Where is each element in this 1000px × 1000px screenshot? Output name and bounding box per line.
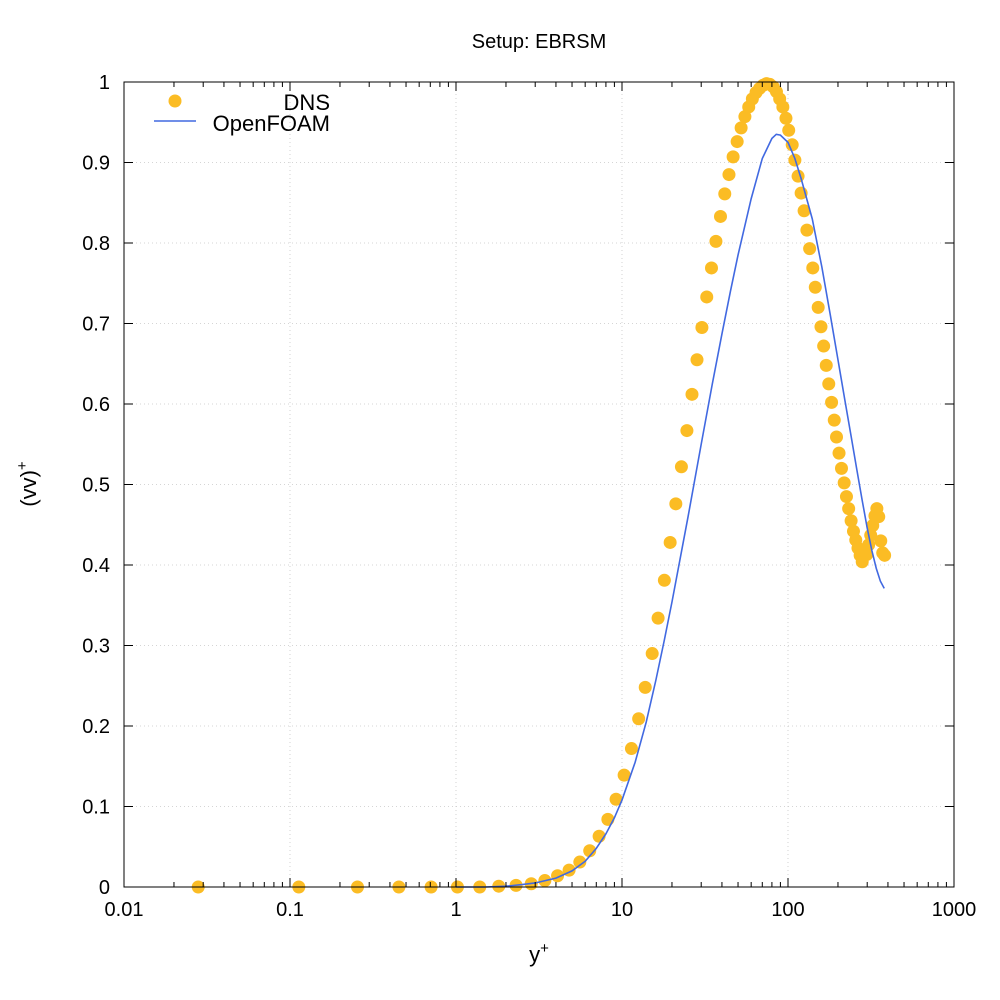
y-tick-label: 0.3 <box>82 636 110 658</box>
x-tick-label: 1000 <box>932 899 977 921</box>
axis-tick-labels: 0.01 0.1 1 10 100 1000 0 0.1 0.2 0.3 0.4 0.5 0.6 0.7 0… <box>82 72 976 921</box>
dns-point <box>680 424 694 438</box>
dns-point <box>638 680 652 694</box>
dns-point <box>819 358 833 372</box>
dns-point <box>713 209 727 223</box>
dns-point <box>779 111 793 125</box>
dns-point <box>776 100 790 114</box>
dns-point <box>800 223 814 237</box>
dns-point <box>808 280 822 294</box>
y-tick-label: 0.5 <box>82 475 110 497</box>
x-tick-label: 0.1 <box>276 899 304 921</box>
y-axis-title-sup: + <box>14 461 31 470</box>
dns-point <box>842 502 856 516</box>
dns-point <box>874 534 888 548</box>
x-tick-label: 0.01 <box>105 899 144 921</box>
dns-point <box>704 261 718 275</box>
dns-point <box>832 446 846 460</box>
dns-point <box>734 121 748 135</box>
dns-point <box>663 535 677 549</box>
dns-point <box>609 792 623 806</box>
dns-point <box>797 204 811 218</box>
dns-point <box>817 339 831 353</box>
y-tick-label: 0.9 <box>82 153 110 175</box>
dns-point <box>573 855 587 869</box>
dns-point <box>806 261 820 275</box>
series-openfoam-line <box>456 133 885 888</box>
dns-point <box>651 611 665 625</box>
y-tick-label: 0.4 <box>82 555 110 577</box>
dns-point <box>834 461 848 475</box>
dns-point <box>645 647 659 661</box>
dns-point <box>674 460 688 474</box>
dns-point <box>709 234 723 248</box>
series-layer <box>191 77 892 894</box>
y-tick-label: 1 <box>99 72 110 94</box>
dns-point <box>690 353 704 367</box>
y-tick-label: 0.6 <box>82 394 110 416</box>
x-tick-label: 1 <box>450 899 461 921</box>
dns-point <box>718 187 732 201</box>
dns-point <box>669 497 683 511</box>
dns-point <box>860 548 874 562</box>
dns-point <box>837 476 851 490</box>
legend-dns-label: DNS <box>284 90 330 115</box>
dns-point <box>601 812 615 826</box>
dns-point <box>827 413 841 427</box>
legend-openfoam-label: OpenFOAM <box>213 111 330 136</box>
y-tick-label: 0.1 <box>82 797 110 819</box>
dns-point <box>803 242 817 256</box>
dns-point <box>583 844 597 858</box>
y-tick-label: 0.7 <box>82 314 110 336</box>
dns-point <box>617 768 631 782</box>
y-tick-label: 0.2 <box>82 716 110 738</box>
dns-point <box>811 300 825 314</box>
dns-point <box>825 395 839 409</box>
y-axis-title: (vv)+ <box>14 461 41 507</box>
dns-point <box>726 150 740 164</box>
x-tick-label: 100 <box>771 899 804 921</box>
legend-dns-marker <box>168 94 182 108</box>
dns-point <box>878 548 892 562</box>
dns-point <box>785 138 799 152</box>
y-tick-label: 0 <box>99 877 110 899</box>
dns-point <box>791 169 805 183</box>
y-tick-label: 0.8 <box>82 233 110 255</box>
dns-point <box>657 573 671 587</box>
dns-point <box>685 387 699 401</box>
dns-point <box>822 377 836 391</box>
x-tick-label: 10 <box>611 899 633 921</box>
x-axis-title-main: y <box>529 942 540 967</box>
dns-point <box>830 430 844 444</box>
x-axis-title-sup: + <box>540 940 549 957</box>
chart-title: Setup: EBRSM <box>472 31 607 53</box>
dns-point <box>722 168 736 182</box>
dns-point <box>632 712 646 726</box>
axis-ticks <box>123 81 955 888</box>
dns-point <box>700 290 714 304</box>
dns-point <box>782 123 796 137</box>
dns-point <box>844 514 858 528</box>
x-axis-title: y+ <box>529 940 549 967</box>
dns-point <box>730 135 744 149</box>
dns-point <box>814 320 828 334</box>
dns-point <box>839 490 853 504</box>
y-axis-title-main: (vv) <box>16 470 41 507</box>
legend: DNS OpenFOAM <box>154 90 330 136</box>
series-dns <box>191 77 892 894</box>
dns-point <box>624 742 638 756</box>
dns-point <box>872 510 886 524</box>
dns-point <box>695 321 709 335</box>
